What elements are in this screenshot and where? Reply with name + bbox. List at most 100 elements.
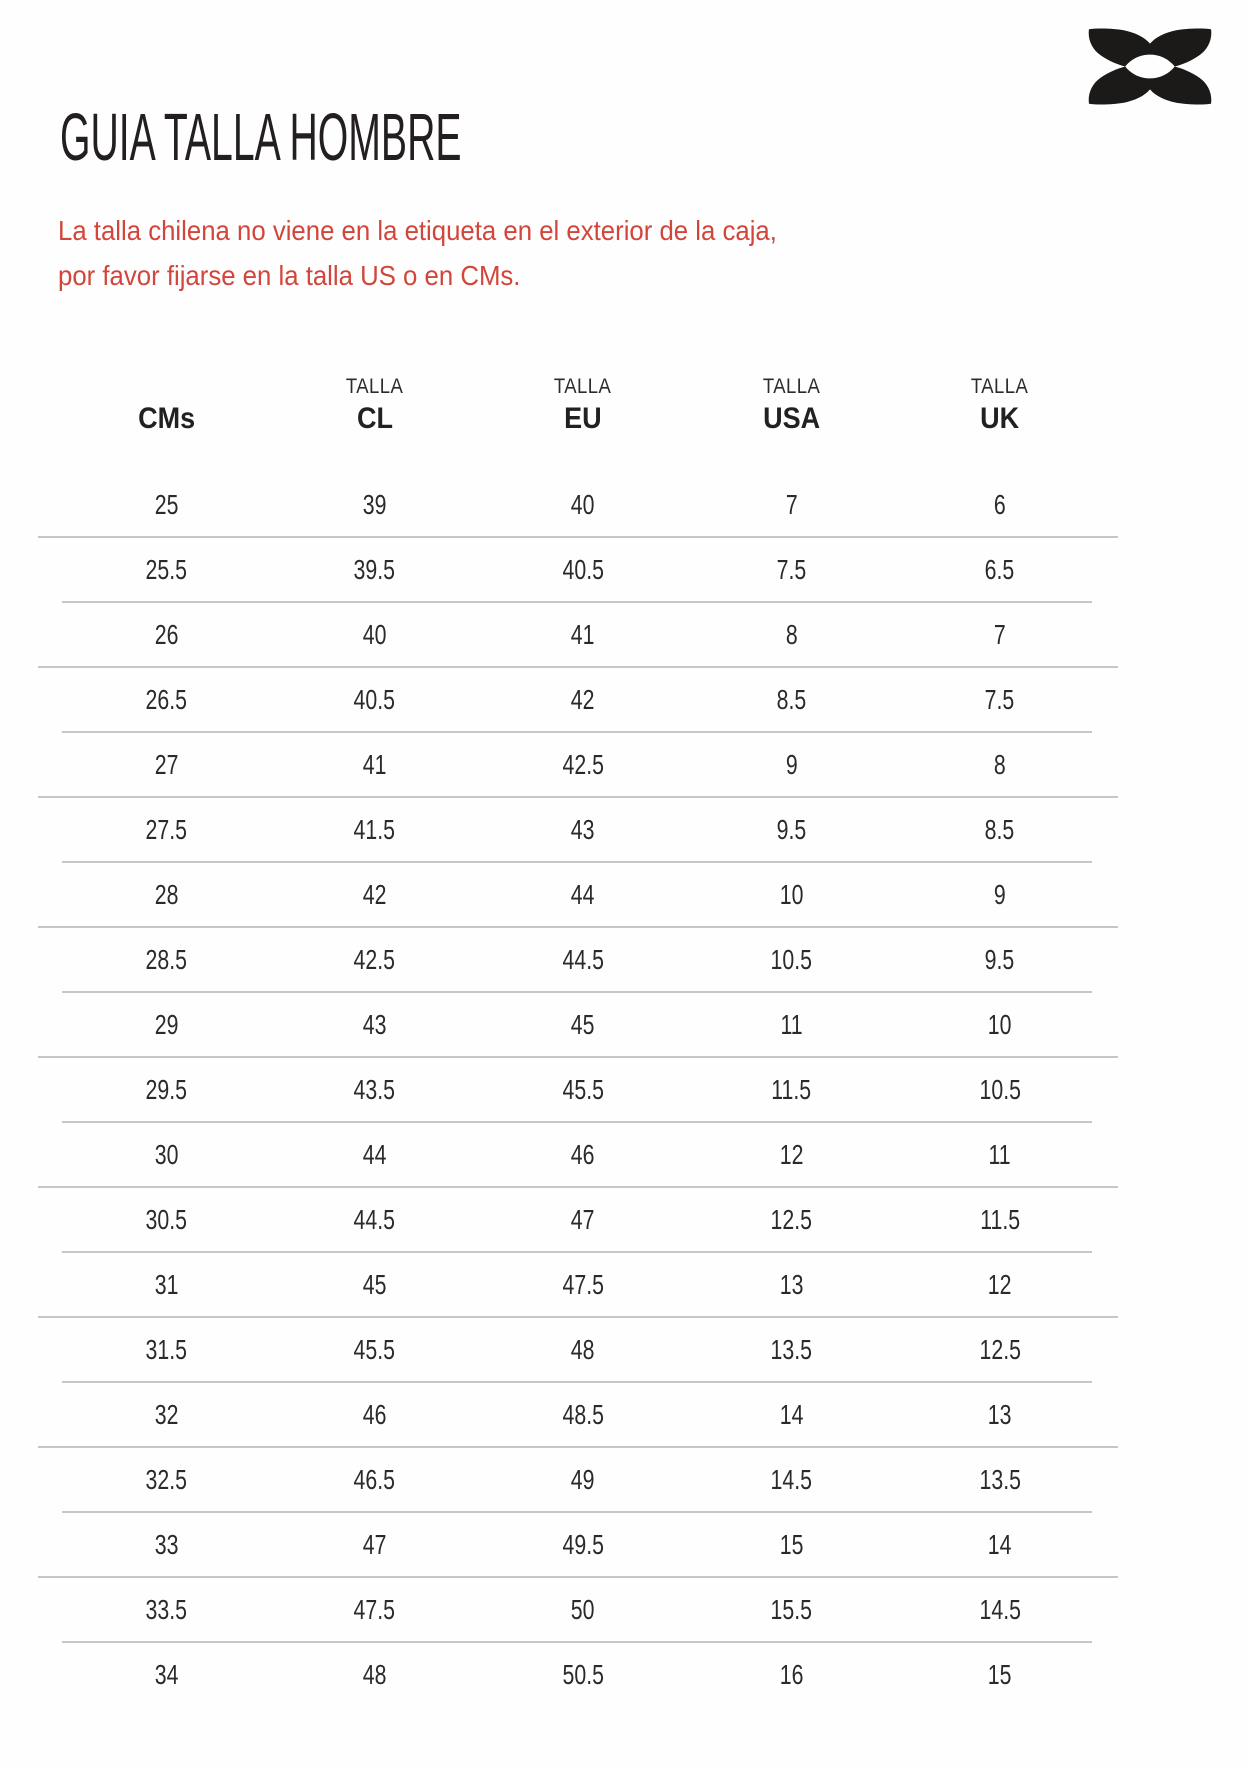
size-cell: 11.5 [979,1203,1020,1235]
size-cell: 48 [571,1333,595,1365]
table-row: 25.5 39.5 40.5 7.5 6.5 [62,537,1104,603]
size-cell: 41.5 [353,813,396,845]
size-cell: 46.5 [353,1463,396,1495]
size-table: CMs TALLA CL TALLA EU TALLA USA TALLA UK 25 39 40 7… [38,374,1118,1707]
size-cell: 9.5 [776,813,807,845]
column-header-cms: CMs [62,374,270,434]
size-cell: 7.5 [984,683,1015,715]
size-cell: 8 [785,618,798,650]
table-row: 32.5 46.5 49 14.5 13.5 [62,1447,1104,1513]
size-cell: 50.5 [562,1658,604,1690]
size-cell: 9.5 [984,943,1015,975]
size-cell: 14.5 [770,1463,813,1495]
size-cell: 40.5 [353,683,396,715]
size-cell: 28 [154,878,179,910]
table-row: 26.5 40.5 42 8.5 7.5 [62,667,1104,733]
column-super-label: TALLA [971,375,1029,398]
size-cell: 34 [154,1658,179,1690]
size-cell: 43 [362,1008,387,1040]
size-cell: 30.5 [145,1203,187,1235]
size-cell: 13 [779,1268,804,1300]
size-cell: 44 [362,1138,387,1170]
size-cell: 10 [779,878,804,910]
table-row: 31 45 47.5 13 12 [38,1252,1118,1318]
size-cell: 26 [154,618,179,650]
column-super-label: TALLA [554,375,612,398]
size-cell: 46 [362,1398,387,1430]
table-row: 27.5 41.5 43 9.5 8.5 [62,797,1104,863]
column-header-usa: TALLA USA [687,374,895,434]
size-cell: 6 [993,488,1006,520]
size-cell: 10.5 [979,1073,1021,1105]
size-cell: 12 [779,1138,804,1170]
size-cell: 44.5 [353,1203,396,1235]
size-cell: 44 [571,878,595,910]
column-super-label [62,374,270,400]
size-cell: 49.5 [562,1528,604,1560]
size-cell: 7 [993,618,1006,650]
table-row: 29 43 45 11 10 [38,992,1118,1058]
size-note-line-2: por favor fijarse en la talla US o en CM… [58,260,521,291]
size-cell: 49 [571,1463,595,1495]
column-label: UK [980,402,1020,435]
size-note-line-1: La talla chilena no viene en la etiqueta… [58,215,777,246]
size-cell: 32.5 [145,1463,187,1495]
size-cell: 25 [154,488,179,520]
size-cell: 13.5 [770,1333,813,1365]
size-cell: 33.5 [145,1593,187,1625]
table-row: 28 42 44 10 9 [38,862,1118,928]
size-cell: 42 [571,683,595,715]
column-label: CMs [137,402,195,435]
size-cell: 27 [154,748,179,780]
size-cell: 7 [785,488,798,520]
size-cell: 39.5 [353,553,396,585]
size-cell: 14 [779,1398,804,1430]
size-cell: 40 [362,618,387,650]
table-row: 25 39 40 7 6 [38,472,1118,538]
size-cell: 10 [987,1008,1012,1040]
size-cell: 47.5 [562,1268,604,1300]
size-cell: 7.5 [776,553,807,585]
table-row: 31.5 45.5 48 13.5 12.5 [62,1317,1104,1383]
size-cell: 27.5 [145,813,187,845]
size-cell: 40.5 [562,553,604,585]
size-cell: 10.5 [770,943,813,975]
size-cell: 8.5 [776,683,807,715]
size-note: La talla chilena no viene en la etiqueta… [58,208,839,298]
table-row: 32 46 48.5 14 13 [38,1382,1118,1448]
size-cell: 47.5 [353,1593,396,1625]
table-row: 33 47 49.5 15 14 [38,1512,1118,1578]
column-label: EU [564,402,602,435]
size-cell: 45 [362,1268,387,1300]
column-header-uk: TALLA UK [896,374,1104,434]
size-cell: 42 [362,878,387,910]
table-row: 28.5 42.5 44.5 10.5 9.5 [62,927,1104,993]
size-cell: 31 [154,1268,179,1300]
table-row: 27 41 42.5 9 8 [38,732,1118,798]
size-cell: 8.5 [984,813,1015,845]
size-cell: 9 [785,748,798,780]
size-cell: 11 [988,1138,1011,1170]
size-cell: 11 [780,1008,803,1040]
column-label: CL [356,402,393,435]
size-cell: 44.5 [562,943,604,975]
size-cell: 40 [571,488,595,520]
size-cell: 14.5 [979,1593,1021,1625]
size-cell: 45 [571,1008,595,1040]
size-cell: 25.5 [145,553,187,585]
size-cell: 12.5 [770,1203,813,1235]
size-cell: 28.5 [145,943,187,975]
size-cell: 15 [779,1528,804,1560]
size-cell: 45.5 [562,1073,604,1105]
size-cell: 13.5 [979,1463,1021,1495]
size-cell: 12.5 [979,1333,1021,1365]
size-cell: 43 [571,813,595,845]
size-cell: 14 [987,1528,1012,1560]
size-cell: 13 [987,1398,1012,1430]
size-cell: 47 [571,1203,595,1235]
table-row: 33.5 47.5 50 15.5 14.5 [62,1577,1104,1643]
size-cell: 12 [987,1268,1012,1300]
under-armour-logo [1088,28,1212,105]
size-cell: 33 [154,1528,179,1560]
